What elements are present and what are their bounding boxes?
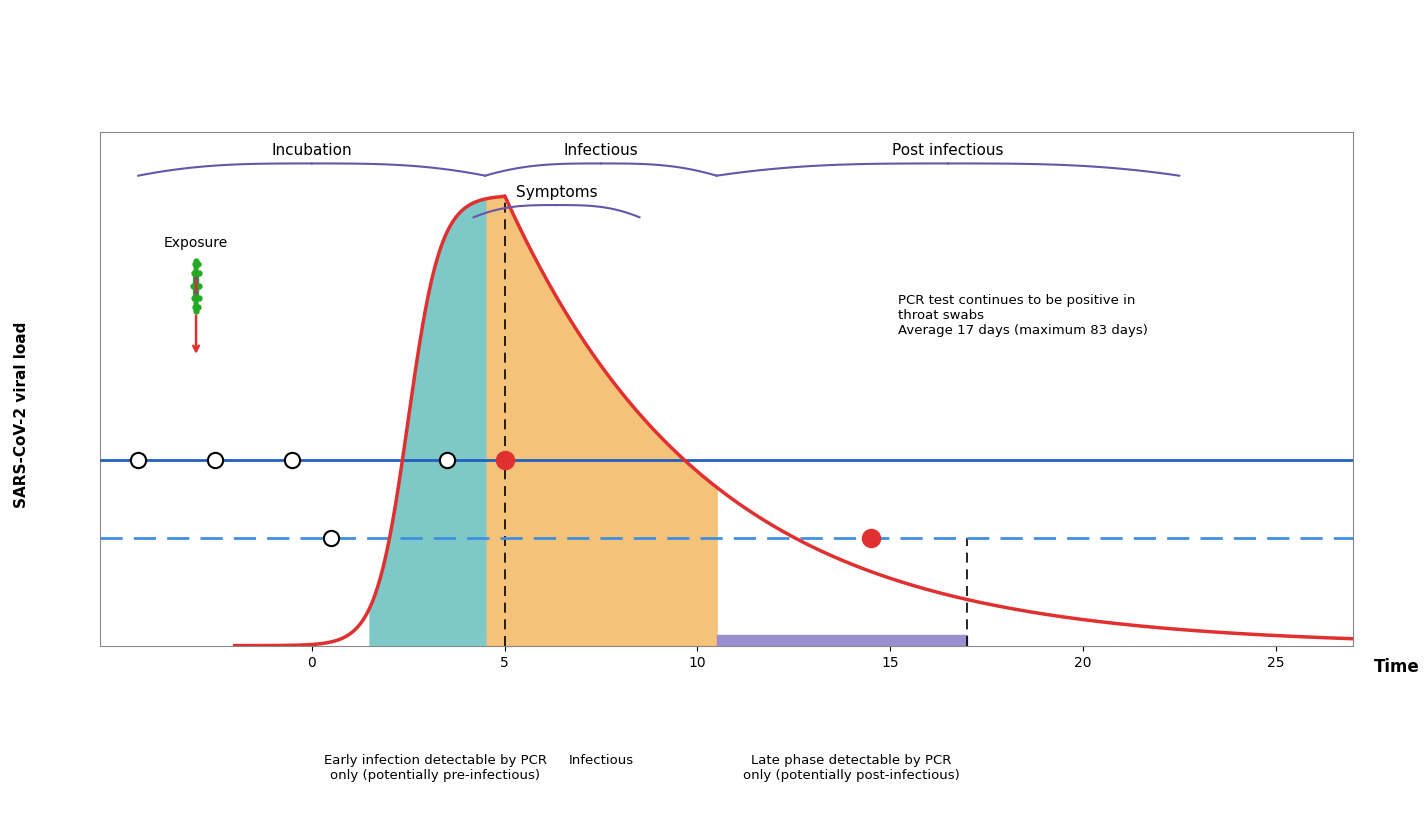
Text: Infectious: Infectious [568, 753, 634, 767]
Text: Exposure: Exposure [164, 236, 228, 250]
Text: PCR test continues to be positive in
throat swabs
Average 17 days (maximum 83 da: PCR test continues to be positive in thr… [897, 294, 1148, 337]
Text: Incubation: Incubation [272, 143, 352, 158]
Text: Time: Time [1374, 657, 1420, 676]
Circle shape [195, 271, 198, 302]
Text: SARS-CoV-2 viral load: SARS-CoV-2 viral load [14, 321, 28, 507]
Bar [370, 635, 486, 646]
Text: Late phase detectable by PCR
only (potentially post-infectious): Late phase detectable by PCR only (poten… [743, 753, 960, 782]
Text: Early infection detectable by PCR
only (potentially pre-infectious): Early infection detectable by PCR only (… [323, 753, 547, 782]
Text: Symptoms: Symptoms [515, 185, 598, 200]
Text: Infectious: Infectious [564, 143, 638, 158]
Text: Post infectious: Post infectious [893, 143, 1004, 158]
Bar [716, 635, 967, 646]
